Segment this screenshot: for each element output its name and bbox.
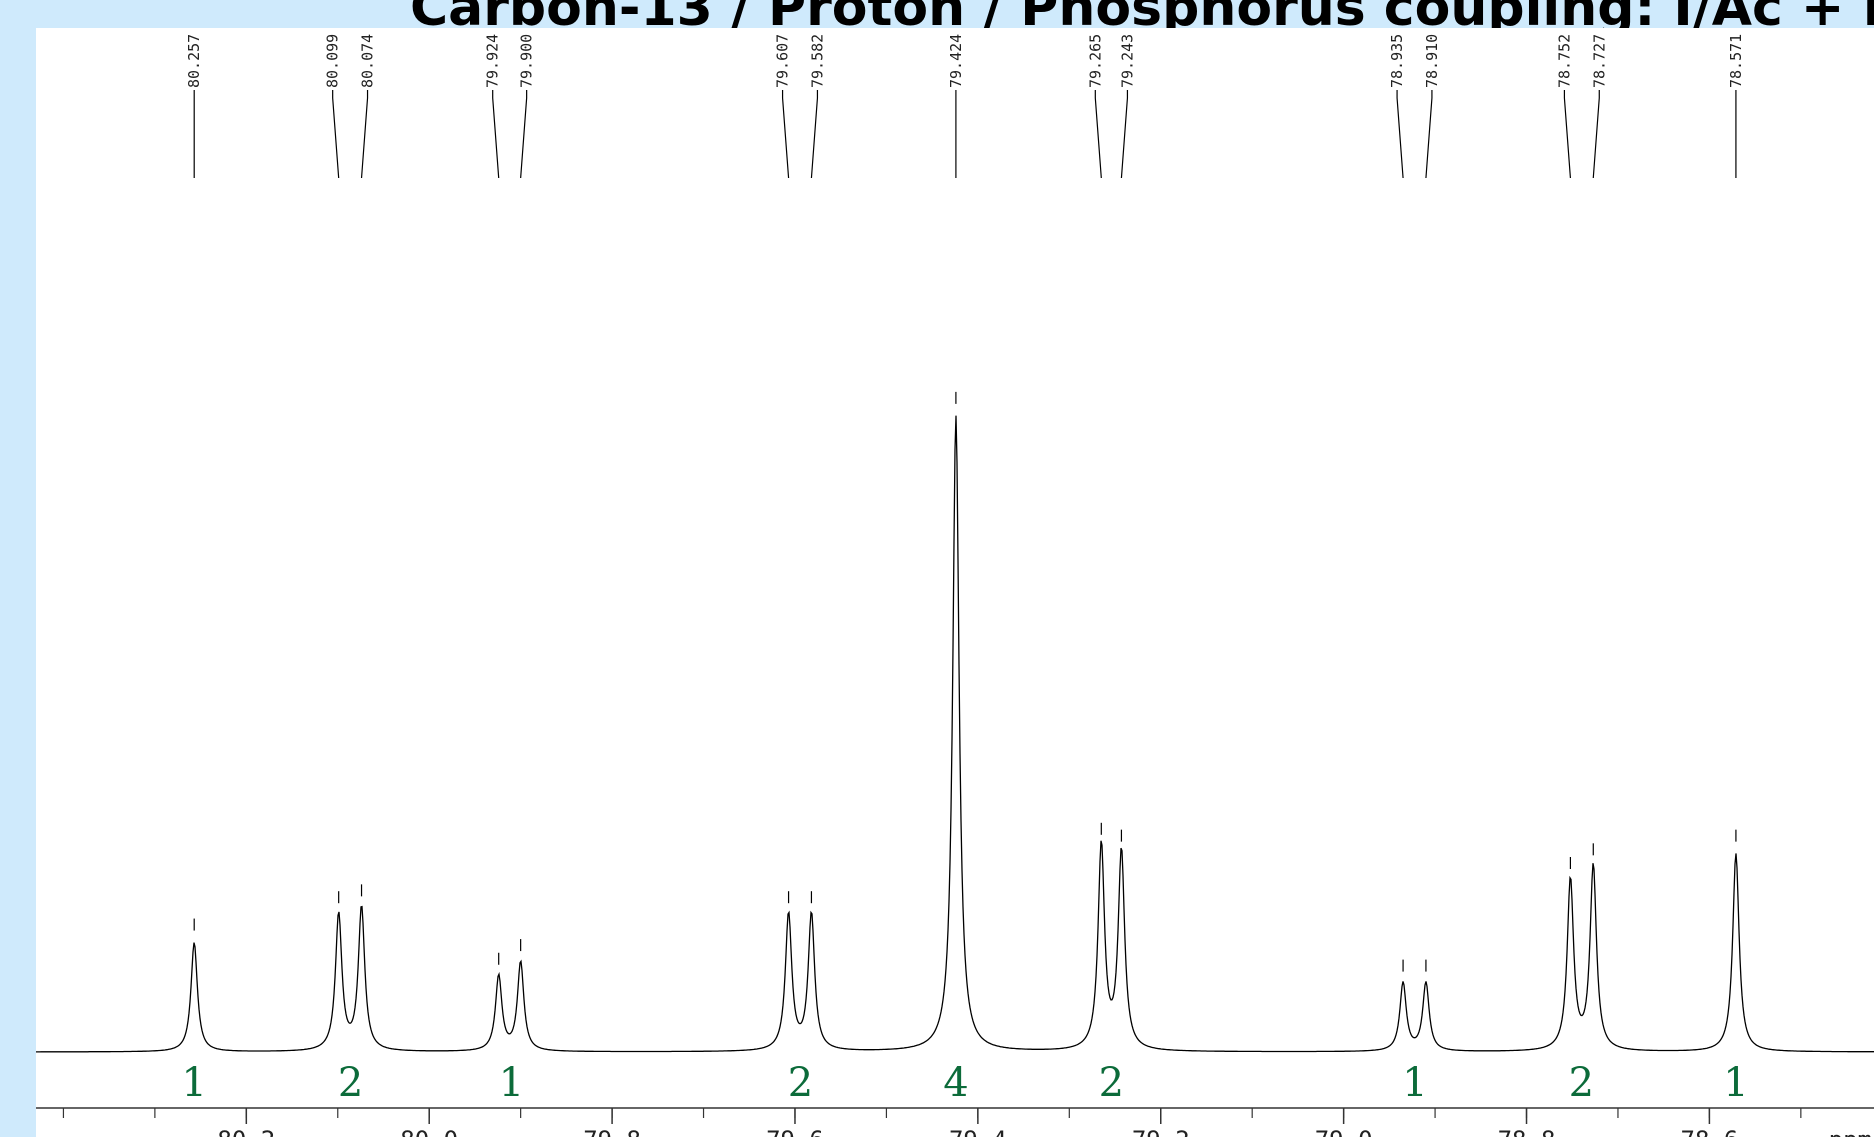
integral-label: 1	[1402, 1060, 1427, 1106]
x-tick-layer: 80.2 80.0 79.8 79.6 79.4 79.2 79.0 78.8 78.6 ppm	[62, 1108, 1872, 1137]
integral-label: 1	[1723, 1060, 1748, 1106]
integral-label: 2	[1569, 1060, 1594, 1106]
peak-label: 79.582	[808, 34, 826, 88]
peak-connector	[810, 90, 819, 179]
peak-connector	[520, 90, 528, 179]
integral-label: 1	[181, 1060, 206, 1106]
integral-label: 4	[943, 1060, 968, 1106]
peak-connector	[781, 90, 790, 179]
integral-label: 2	[788, 1060, 813, 1106]
integral-layer: 1 2 1 2 4 2 1 2 1	[181, 1060, 1748, 1106]
peak-connector	[492, 90, 500, 179]
integral-label: 2	[338, 1060, 363, 1106]
peak-connector	[1396, 90, 1404, 179]
peak-label: 78.571	[1727, 34, 1745, 88]
peak-label: 79.607	[774, 34, 792, 88]
x-tick-label: 79.0	[1315, 1126, 1373, 1137]
peak-label: 80.099	[324, 34, 342, 88]
x-unit-label: ppm	[1829, 1126, 1872, 1137]
peak-connector	[1120, 90, 1129, 179]
x-tick-label: 78.6	[1681, 1126, 1739, 1137]
peak-connector	[332, 90, 340, 179]
x-tick-label: 79.4	[949, 1126, 1007, 1137]
spectrum-chart: 80.257 80.099 80.074 79.924 79.900 79.607 79.5…	[36, 34, 1874, 1137]
peak-label: 78.910	[1423, 34, 1441, 88]
peak-label: 80.074	[359, 34, 377, 88]
x-tick-label: 79.8	[583, 1126, 641, 1137]
integral-label: 2	[1099, 1060, 1124, 1106]
peak-label: 78.752	[1555, 34, 1573, 88]
peak-label: 79.900	[518, 34, 536, 88]
peak-label: 79.243	[1118, 34, 1136, 88]
peak-label: 79.265	[1086, 34, 1104, 88]
peak-connector	[1563, 90, 1572, 179]
peak-label: 78.727	[1590, 34, 1608, 88]
x-tick-label: 78.8	[1498, 1126, 1556, 1137]
peak-connector	[360, 90, 369, 179]
title-strip: Carbon-13 / Proton / Phosphorus coupling…	[0, 0, 1874, 28]
peak-marker-layer	[193, 391, 1737, 972]
x-tick-label: 79.2	[1132, 1126, 1190, 1137]
peak-label: 79.424	[947, 34, 965, 88]
peak-connector	[1425, 90, 1433, 179]
peak-label: 79.924	[484, 34, 502, 88]
spectrum-trace	[36, 415, 1874, 1053]
peak-connector	[1592, 90, 1600, 179]
peak-connector	[1094, 90, 1102, 179]
spectrum-panel: 80.257 80.099 80.074 79.924 79.900 79.607 79.5…	[36, 28, 1874, 1137]
page-title: Carbon-13 / Proton / Phosphorus coupling…	[410, 0, 1874, 28]
x-tick-label: 80.0	[400, 1126, 458, 1137]
x-tick-label: 79.6	[766, 1126, 824, 1137]
x-tick-label: 80.2	[217, 1126, 275, 1137]
peak-label: 78.935	[1388, 34, 1406, 88]
peak-label-layer: 80.257 80.099 80.074 79.924 79.900 79.607 79.5…	[185, 34, 1745, 179]
integral-label: 1	[499, 1060, 524, 1106]
peak-label: 80.257	[185, 34, 203, 88]
